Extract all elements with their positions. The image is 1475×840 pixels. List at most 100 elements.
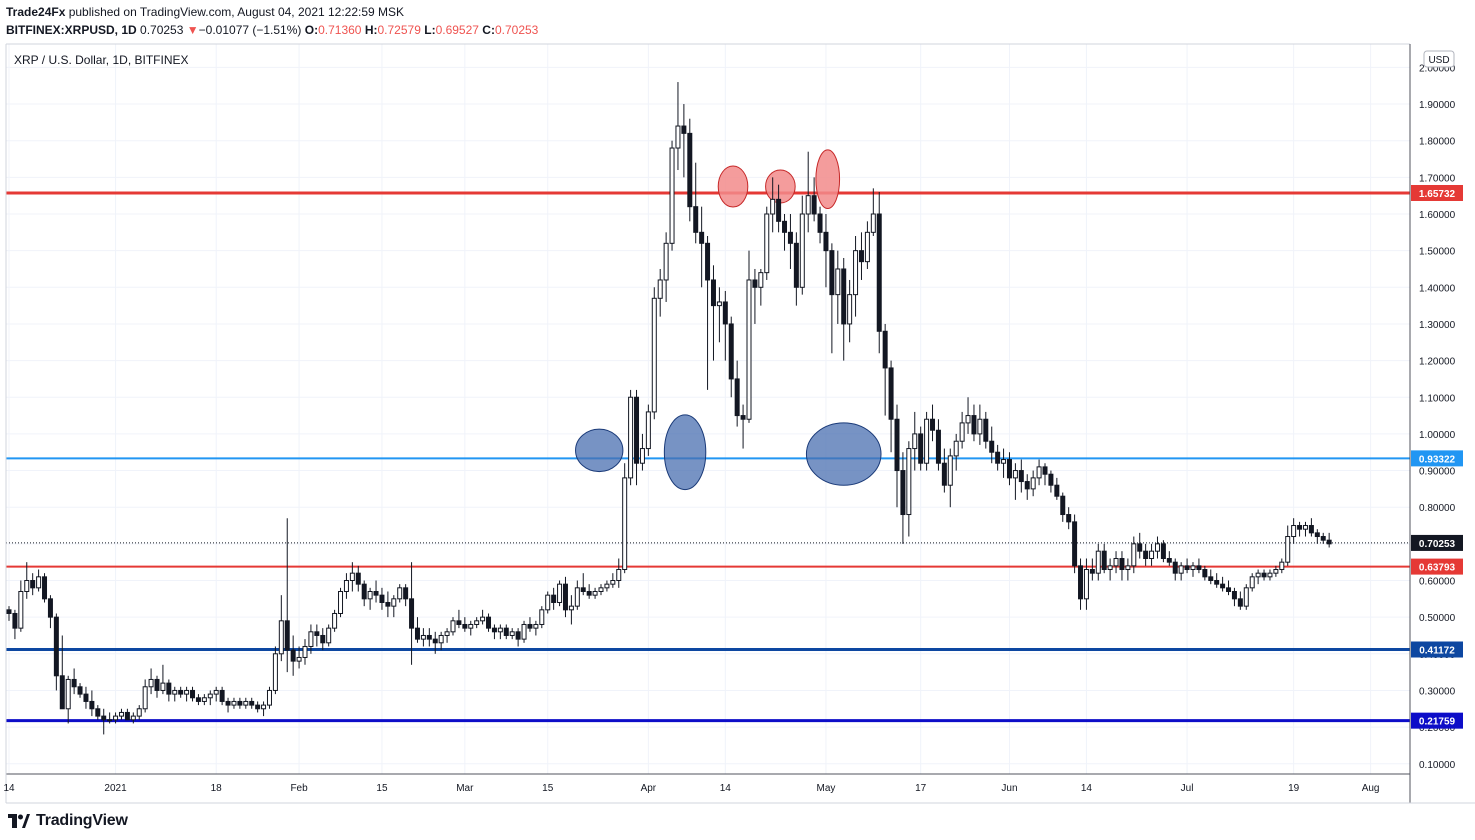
y-tick-label: 1.00000 (1419, 430, 1456, 441)
level-label: 0.63793 (1419, 563, 1456, 574)
candle (876, 192, 882, 354)
candle-body (924, 418, 930, 464)
candle-body (36, 576, 42, 589)
candle (746, 250, 752, 423)
candle (1072, 514, 1078, 574)
candle (551, 587, 557, 610)
candle-body (817, 213, 823, 233)
y-tick-label: 0.10000 (1419, 760, 1456, 771)
candle (444, 628, 450, 643)
candle (1048, 470, 1054, 493)
candle (645, 404, 651, 456)
candle (1320, 532, 1326, 544)
candle-body (1172, 561, 1178, 574)
candle-body (989, 440, 995, 453)
candle-body (450, 620, 456, 633)
candle (213, 686, 219, 702)
candle (1131, 536, 1137, 574)
candle-body (1006, 459, 1012, 479)
candle-body (918, 433, 924, 464)
candle (95, 705, 101, 720)
candle (515, 628, 521, 647)
candle-body (272, 653, 278, 691)
candle (338, 587, 344, 618)
candle-body (888, 367, 894, 420)
candle (1030, 470, 1036, 497)
close-label: C: (482, 23, 495, 37)
candle (521, 620, 527, 643)
candle (710, 265, 716, 361)
candle-body (716, 301, 722, 307)
price-axis[interactable]: 0.100000.200000.300000.400000.500000.600… (1419, 63, 1456, 770)
candle (1101, 543, 1107, 574)
candle (1143, 543, 1149, 566)
candle (728, 316, 734, 398)
candle (817, 206, 823, 244)
candle-body (752, 279, 758, 288)
candle (1054, 477, 1060, 500)
candle (1166, 551, 1172, 566)
candle-body (302, 645, 308, 658)
candle (219, 686, 225, 706)
candle-body (420, 634, 426, 640)
currency-button[interactable]: USD (1423, 50, 1455, 68)
tradingview-logo[interactable]: TradingView (8, 812, 128, 830)
candle-body (42, 576, 48, 600)
candle (1119, 551, 1125, 581)
candle-body (480, 616, 486, 622)
candle (657, 268, 663, 317)
open-label: O: (304, 23, 319, 37)
candle-body (89, 700, 95, 710)
candle (1018, 459, 1024, 493)
candle-body (527, 623, 533, 629)
candle-body (1048, 473, 1054, 486)
candle-body (160, 682, 166, 691)
candle-body (1149, 550, 1155, 560)
candle-body (178, 689, 184, 695)
candle (1190, 562, 1196, 577)
candle-body (651, 297, 657, 413)
resistance-highlight (765, 169, 796, 204)
candle (882, 323, 888, 416)
candle (468, 620, 474, 636)
candle (634, 389, 640, 486)
candle-body (971, 415, 977, 435)
x-tick-label: 19 (1288, 783, 1300, 794)
level-label: 0.93322 (1419, 454, 1456, 465)
candle (628, 389, 634, 486)
low-label: L: (424, 23, 436, 37)
candle-body (894, 418, 900, 472)
candle (1226, 580, 1232, 596)
candle-body (261, 704, 267, 710)
candle-body (562, 583, 568, 611)
candle (59, 635, 65, 710)
time-axis[interactable]: 14 2021 18 Feb 15 Mar 15 Apr 14 May 17 Jun 14 Jul 19 Au… (3, 783, 1379, 794)
candle-body (764, 213, 770, 274)
candle-body (1249, 576, 1255, 589)
support-highlight (663, 414, 707, 491)
candle-body (219, 689, 225, 702)
publish-info: Trade24Fx published on TradingView.com, … (6, 5, 404, 19)
candle-body (130, 715, 136, 721)
candle-body (1202, 569, 1208, 578)
x-tick-label: 15 (542, 783, 554, 794)
candle-body (1018, 470, 1024, 483)
author-name[interactable]: Trade24Fx (6, 5, 66, 19)
candle-body (308, 631, 314, 647)
candle (1042, 463, 1048, 486)
candle (1202, 565, 1208, 581)
candle (107, 712, 113, 724)
candle (1220, 576, 1226, 592)
candle-body (681, 125, 687, 134)
open-value: 0.71360 (318, 23, 362, 37)
candle (391, 595, 397, 618)
candle (1314, 529, 1320, 544)
candle (148, 668, 154, 695)
candle-body (1302, 525, 1308, 530)
candle-body (930, 418, 936, 431)
candle (272, 646, 278, 695)
candle-body (414, 627, 420, 640)
candle-body (669, 147, 675, 244)
x-tick-label: 17 (915, 783, 927, 794)
